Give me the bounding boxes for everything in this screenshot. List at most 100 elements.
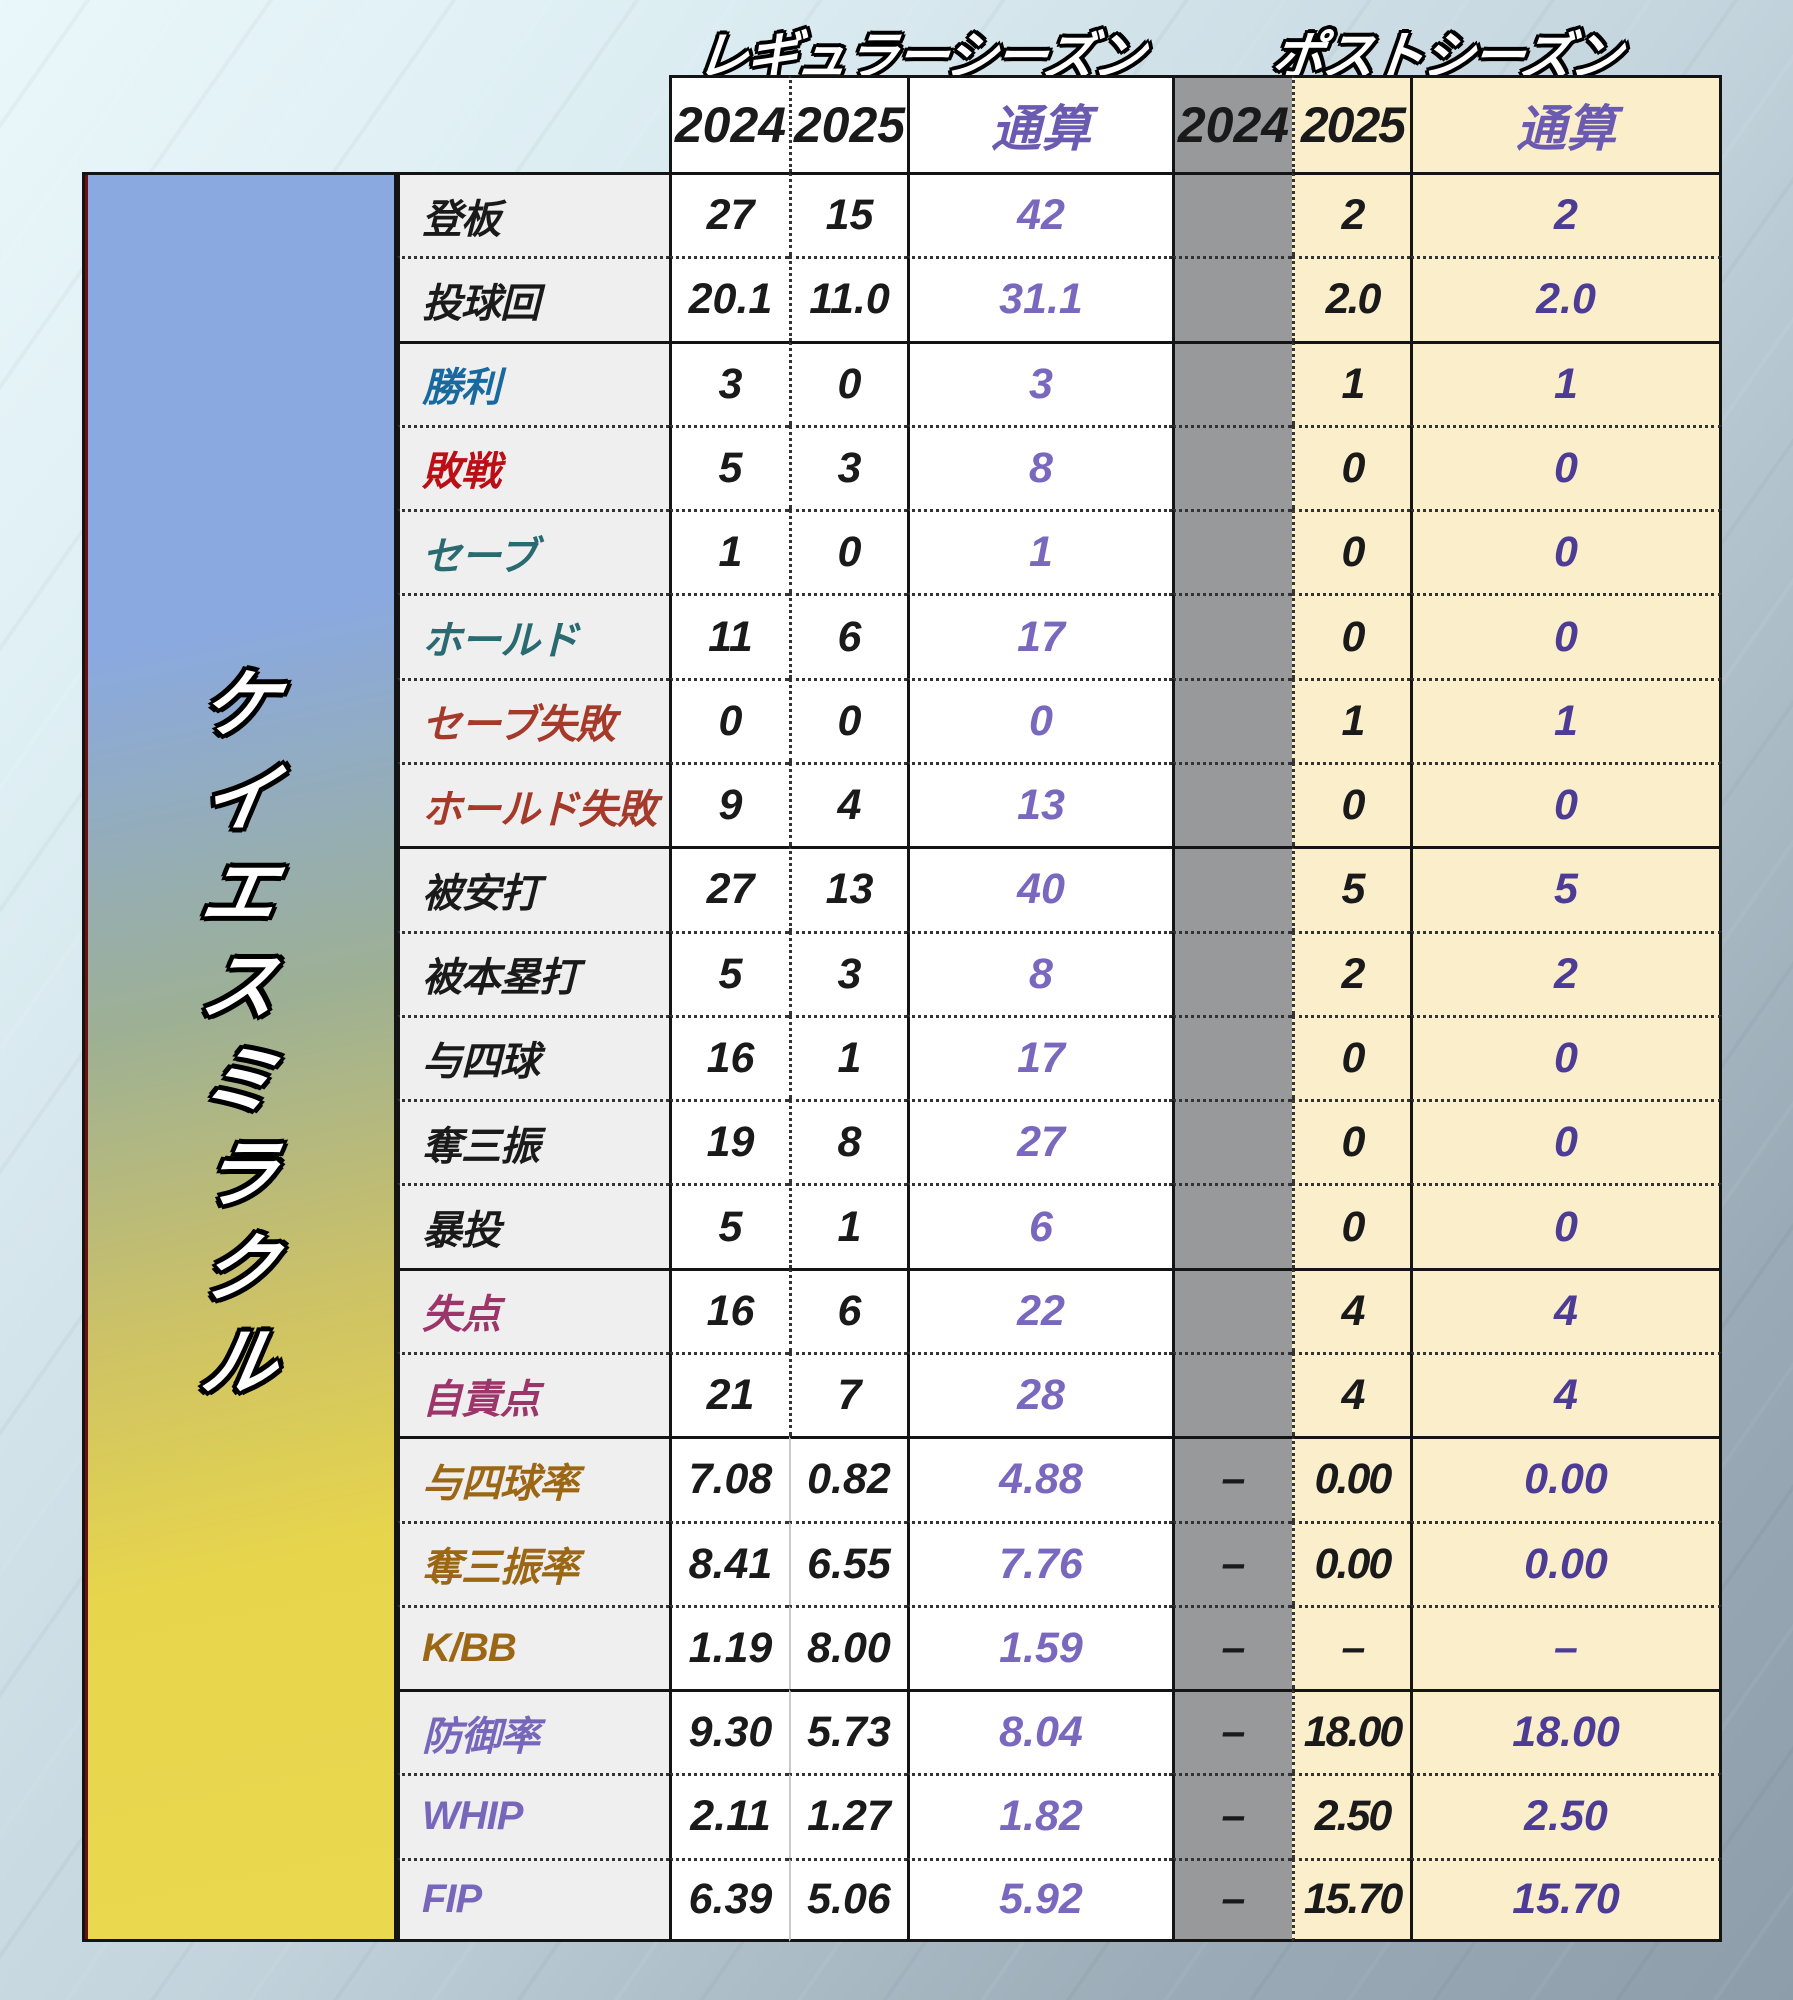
stat-value-post-total: 0 — [1410, 593, 1722, 678]
stat-value-reg-2025: 1 — [789, 1183, 907, 1268]
stat-value-post-2025: 0 — [1292, 1183, 1410, 1268]
header-regular-2024: 2024 — [669, 75, 789, 172]
stat-value-reg-2025: 0 — [789, 677, 907, 762]
header-post-2024: 2024 — [1172, 75, 1292, 172]
stat-value-reg-2025: 11.0 — [789, 256, 907, 341]
stat-value-reg-total: 40 — [907, 846, 1172, 931]
player-name-char: ケ — [195, 663, 284, 746]
player-name-vertical: ケイエスミラクル — [85, 658, 394, 1410]
stat-value-reg-2024: 8.41 — [669, 1520, 789, 1605]
stat-value-reg-2024: 7.08 — [669, 1436, 789, 1521]
stat-value-post-2025: 15.70 — [1292, 1857, 1410, 1942]
stat-value-reg-2024: 2.11 — [669, 1773, 789, 1858]
stat-value-reg-2024: 6.39 — [669, 1857, 789, 1942]
stat-value-reg-2024: 20.1 — [669, 256, 789, 341]
stat-value-reg-total: 31.1 — [907, 256, 1172, 341]
stat-label: 与四球 — [397, 1014, 669, 1100]
stat-value-post-2024: – — [1172, 1436, 1292, 1521]
stat-value-post-total: 2.50 — [1410, 1773, 1722, 1858]
stat-value-post-2024 — [1172, 340, 1292, 425]
stat-label: 敗戦 — [397, 424, 669, 510]
stat-value-post-total: 0 — [1410, 761, 1722, 847]
stat-value-post-2025: 18.00 — [1292, 1689, 1410, 1774]
stat-label: 奪三振率 — [397, 1520, 669, 1605]
stat-value-post-total: 0 — [1410, 424, 1722, 510]
stat-value-post-2025: 0.00 — [1292, 1520, 1410, 1605]
stat-value-reg-2025: 7 — [789, 1351, 907, 1437]
stat-value-post-2024 — [1172, 930, 1292, 1015]
stat-label: 被安打 — [397, 846, 669, 931]
stat-value-post-total: 0 — [1410, 1183, 1722, 1268]
stat-value-reg-total: 8 — [907, 930, 1172, 1015]
stat-value-post-2025: 2 — [1292, 930, 1410, 1015]
stat-value-reg-2025: 1.27 — [789, 1773, 907, 1858]
player-name-char: エ — [195, 851, 284, 934]
stat-value-post-total: 5 — [1410, 846, 1722, 931]
stat-value-reg-2024: 11 — [669, 593, 789, 678]
stat-label: 防御率 — [397, 1689, 669, 1774]
stat-value-post-2025: – — [1292, 1604, 1410, 1690]
stat-label: 与四球率 — [397, 1436, 669, 1521]
stat-value-post-2025: 5 — [1292, 846, 1410, 931]
stat-value-reg-2025: 0 — [789, 340, 907, 425]
stat-label: 投球回 — [397, 256, 669, 341]
stat-value-reg-total: 3 — [907, 340, 1172, 425]
stat-value-reg-2025: 0.82 — [789, 1436, 907, 1521]
stat-value-post-2024 — [1172, 1183, 1292, 1268]
stat-value-post-2024: – — [1172, 1604, 1292, 1690]
stat-value-post-2024 — [1172, 1099, 1292, 1184]
stat-value-reg-2024: 0 — [669, 677, 789, 762]
stat-value-post-total: 4 — [1410, 1351, 1722, 1437]
stat-value-post-2024 — [1172, 256, 1292, 341]
stat-value-post-total: 0.00 — [1410, 1520, 1722, 1605]
stat-label: WHIP — [397, 1773, 669, 1858]
header-post-total: 通算 — [1410, 75, 1722, 172]
stat-value-reg-2025: 6 — [789, 593, 907, 678]
stat-label: FIP — [397, 1857, 669, 1942]
player-name-char: ラ — [195, 1133, 284, 1216]
stat-value-post-total: 1 — [1410, 340, 1722, 425]
stats-table: 2024 2025 通算 2024 2025 通算 登板 27 15 42 2 2 投球回 2… — [397, 75, 1722, 1942]
stat-value-reg-total: 1.82 — [907, 1773, 1172, 1858]
stat-value-reg-2024: 19 — [669, 1099, 789, 1184]
stat-value-post-2024 — [1172, 593, 1292, 678]
stat-value-post-2024 — [1172, 761, 1292, 847]
stat-value-reg-2025: 6.55 — [789, 1520, 907, 1605]
stat-value-reg-2024: 3 — [669, 340, 789, 425]
stat-value-reg-2025: 8 — [789, 1099, 907, 1184]
stat-value-reg-total: 42 — [907, 172, 1172, 257]
stat-value-post-total: 2 — [1410, 172, 1722, 257]
stat-value-post-2025: 0 — [1292, 593, 1410, 678]
stat-value-post-2024: – — [1172, 1857, 1292, 1942]
stat-value-reg-2025: 3 — [789, 424, 907, 510]
stat-value-post-2025: 4 — [1292, 1351, 1410, 1437]
stat-value-post-total: 0 — [1410, 1014, 1722, 1100]
stat-value-post-2025: 2.50 — [1292, 1773, 1410, 1858]
stat-value-post-2024 — [1172, 1267, 1292, 1352]
stat-label: 暴投 — [397, 1183, 669, 1268]
stat-value-reg-total: 8 — [907, 424, 1172, 510]
stat-value-post-2024 — [1172, 1014, 1292, 1100]
stat-value-post-total: 1 — [1410, 677, 1722, 762]
stat-value-post-2025: 0 — [1292, 424, 1410, 510]
stat-value-reg-total: 8.04 — [907, 1689, 1172, 1774]
stat-value-post-2024: – — [1172, 1773, 1292, 1858]
stat-value-reg-2024: 9.30 — [669, 1689, 789, 1774]
stat-value-reg-total: 27 — [907, 1099, 1172, 1184]
stat-value-reg-total: 6 — [907, 1183, 1172, 1268]
stat-value-post-total: – — [1410, 1604, 1722, 1690]
stat-value-post-2025: 4 — [1292, 1267, 1410, 1352]
stat-value-reg-2025: 4 — [789, 761, 907, 847]
stat-value-reg-total: 1.59 — [907, 1604, 1172, 1690]
stat-label: ホールド — [397, 593, 669, 678]
stat-value-reg-2024: 27 — [669, 846, 789, 931]
stat-value-reg-2025: 0 — [789, 509, 907, 594]
stat-value-reg-2024: 16 — [669, 1267, 789, 1352]
stat-value-post-2024: – — [1172, 1520, 1292, 1605]
stat-value-post-total: 4 — [1410, 1267, 1722, 1352]
stat-value-post-total: 0.00 — [1410, 1436, 1722, 1521]
stat-value-post-2024 — [1172, 1351, 1292, 1437]
stat-value-reg-2024: 16 — [669, 1014, 789, 1100]
stat-value-reg-2025: 5.73 — [789, 1689, 907, 1774]
stat-value-post-2025: 0 — [1292, 1099, 1410, 1184]
